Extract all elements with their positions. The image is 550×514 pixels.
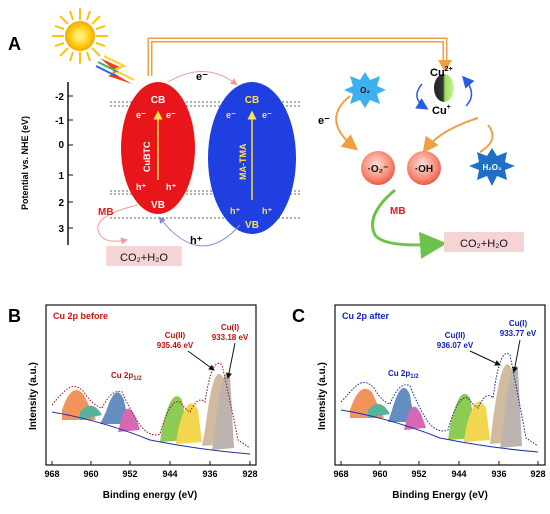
b-xlabel: Binding energy (eV) [103, 490, 197, 501]
electron-transfer-label: e⁻ [196, 71, 208, 83]
c-2p-label: Cu 2p1/2 [388, 369, 419, 380]
o2-reduction-arrow [335, 95, 359, 151]
c-xtick: 968 [333, 469, 348, 479]
mb-right-label: MB [390, 206, 406, 217]
panel-c: C Cu 2p after Intensity (a.u.) 968 960 9… [292, 304, 546, 501]
cubtc-h2: h⁺ [166, 182, 176, 192]
mb-left-label: MB [98, 207, 114, 218]
c-cu2-value: 936.07 eV [437, 341, 474, 350]
a-tick: -2 [55, 92, 64, 103]
cubtc-label: CuBTC [142, 141, 152, 172]
c-cu2-name: Cu(II) [445, 331, 466, 340]
panel-b: B Cu 2p before Intensity (a.u.) 968 960 … [8, 304, 258, 501]
c-xtick: 928 [530, 469, 545, 479]
h2o2-label: H₂O₂ [482, 163, 502, 172]
panel-b-letter: B [8, 306, 21, 326]
matma-e1: e⁻ [226, 110, 236, 120]
orange-transfer-arrow [147, 37, 448, 76]
degradation-arrow [371, 188, 447, 259]
matma-cb: CB [245, 95, 259, 106]
products-left-box [106, 246, 182, 266]
cu2-label: Cu2+ [430, 66, 453, 79]
c-baseline [340, 409, 539, 453]
c-peaks [350, 364, 522, 448]
cubtc-e2: e⁻ [166, 110, 176, 120]
c-cu1-name: Cu(I) [509, 319, 528, 328]
superoxide-label: ·O₂⁻ [368, 164, 389, 175]
a-tick: 3 [58, 224, 64, 235]
e-right-label: e⁻ [318, 115, 330, 127]
b-cu1-arrow [226, 342, 236, 379]
b-plot-frame [45, 304, 257, 466]
mb-left-arrow [97, 204, 139, 245]
cubtc-cb: CB [151, 95, 165, 106]
a-tick: 1 [58, 171, 64, 182]
cubtc-e1: e⁻ [136, 110, 146, 120]
b-xtick: 936 [202, 469, 217, 479]
electron-transfer-arrow [167, 71, 238, 86]
b-ylabel: Intensity (a.u.) [28, 362, 39, 430]
cu1-label: Cu+ [432, 104, 451, 117]
hydroxyl-label: ·OH [415, 164, 433, 175]
o2-label: O₂ [360, 86, 370, 95]
o2-star-icon: O₂ [344, 72, 386, 108]
b-peaks [62, 372, 234, 450]
a-tick: 2 [58, 198, 64, 209]
hydroxyl-radical [407, 151, 441, 185]
light-bolt-icon [95, 55, 135, 84]
hole-transfer-label: h⁺ [190, 235, 203, 247]
b-cu1-value: 933.18 eV [212, 333, 249, 342]
a-tick: 0 [58, 140, 64, 151]
b-xtick: 928 [242, 469, 257, 479]
a-tick: -1 [55, 116, 64, 127]
panel-c-letter: C [292, 306, 305, 326]
matma-label: MA-TMA [238, 143, 248, 180]
b-xtick: 960 [83, 469, 98, 479]
c-cu1-arrow [511, 339, 521, 373]
panel-a: A -2 -1 0 [8, 8, 524, 266]
panel-a-letter: A [8, 34, 21, 54]
c-cu2-arrow [469, 350, 501, 366]
c-xtick: 960 [372, 469, 387, 479]
c-xtick: 952 [411, 469, 426, 479]
c-plot-frame [334, 304, 546, 466]
fenton-arrow [422, 117, 479, 154]
cu-cycle-right-arrow [462, 75, 475, 107]
c-xtick: 944 [451, 469, 466, 479]
products-right-box [444, 232, 524, 252]
c-xtick: 936 [491, 469, 506, 479]
b-xtick: 952 [122, 469, 137, 479]
h2o2-star-icon: H₂O₂ [469, 148, 515, 186]
hole-transfer-arrow [158, 216, 241, 247]
b-xtick: 968 [44, 469, 59, 479]
c-title: Cu 2p after [342, 311, 390, 321]
c-ylabel: Intensity (a.u.) [317, 362, 328, 430]
matma-e2: e⁻ [262, 110, 272, 120]
b-cu2-arrow [187, 350, 215, 371]
b-2p-label: Cu 2p1/2 [111, 371, 142, 382]
products-right-label: CO₂+H₂O [460, 238, 508, 250]
b-spectrum-line [51, 362, 251, 449]
products-left-label: CO₂+H₂O [120, 252, 168, 264]
cu-cycle-left-arrow [415, 83, 429, 110]
c-spectrum-line [340, 352, 539, 447]
cubtc-vb: VB [151, 200, 165, 211]
sun-icon [52, 8, 108, 64]
b-title: Cu 2p before [53, 311, 108, 321]
b-xtick: 944 [162, 469, 177, 479]
b-cu1-name: Cu(I) [221, 323, 240, 332]
c-xlabel: Binding Energy (eV) [392, 490, 488, 501]
matma-vb: VB [245, 220, 259, 231]
superoxide-radical [361, 151, 395, 185]
matma-h1: h⁺ [230, 206, 240, 216]
cu-sphere-icon [434, 74, 454, 102]
b-baseline [51, 411, 251, 455]
cubtc-h1: h⁺ [136, 182, 146, 192]
a-yaxis-label: Potential vs. NHE (eV) [20, 116, 30, 210]
c-cu1-value: 933.77 eV [500, 329, 537, 338]
matma-h2: h⁺ [262, 206, 272, 216]
b-cu2-value: 935.46 eV [157, 341, 194, 350]
b-cu2-name: Cu(II) [165, 331, 186, 340]
